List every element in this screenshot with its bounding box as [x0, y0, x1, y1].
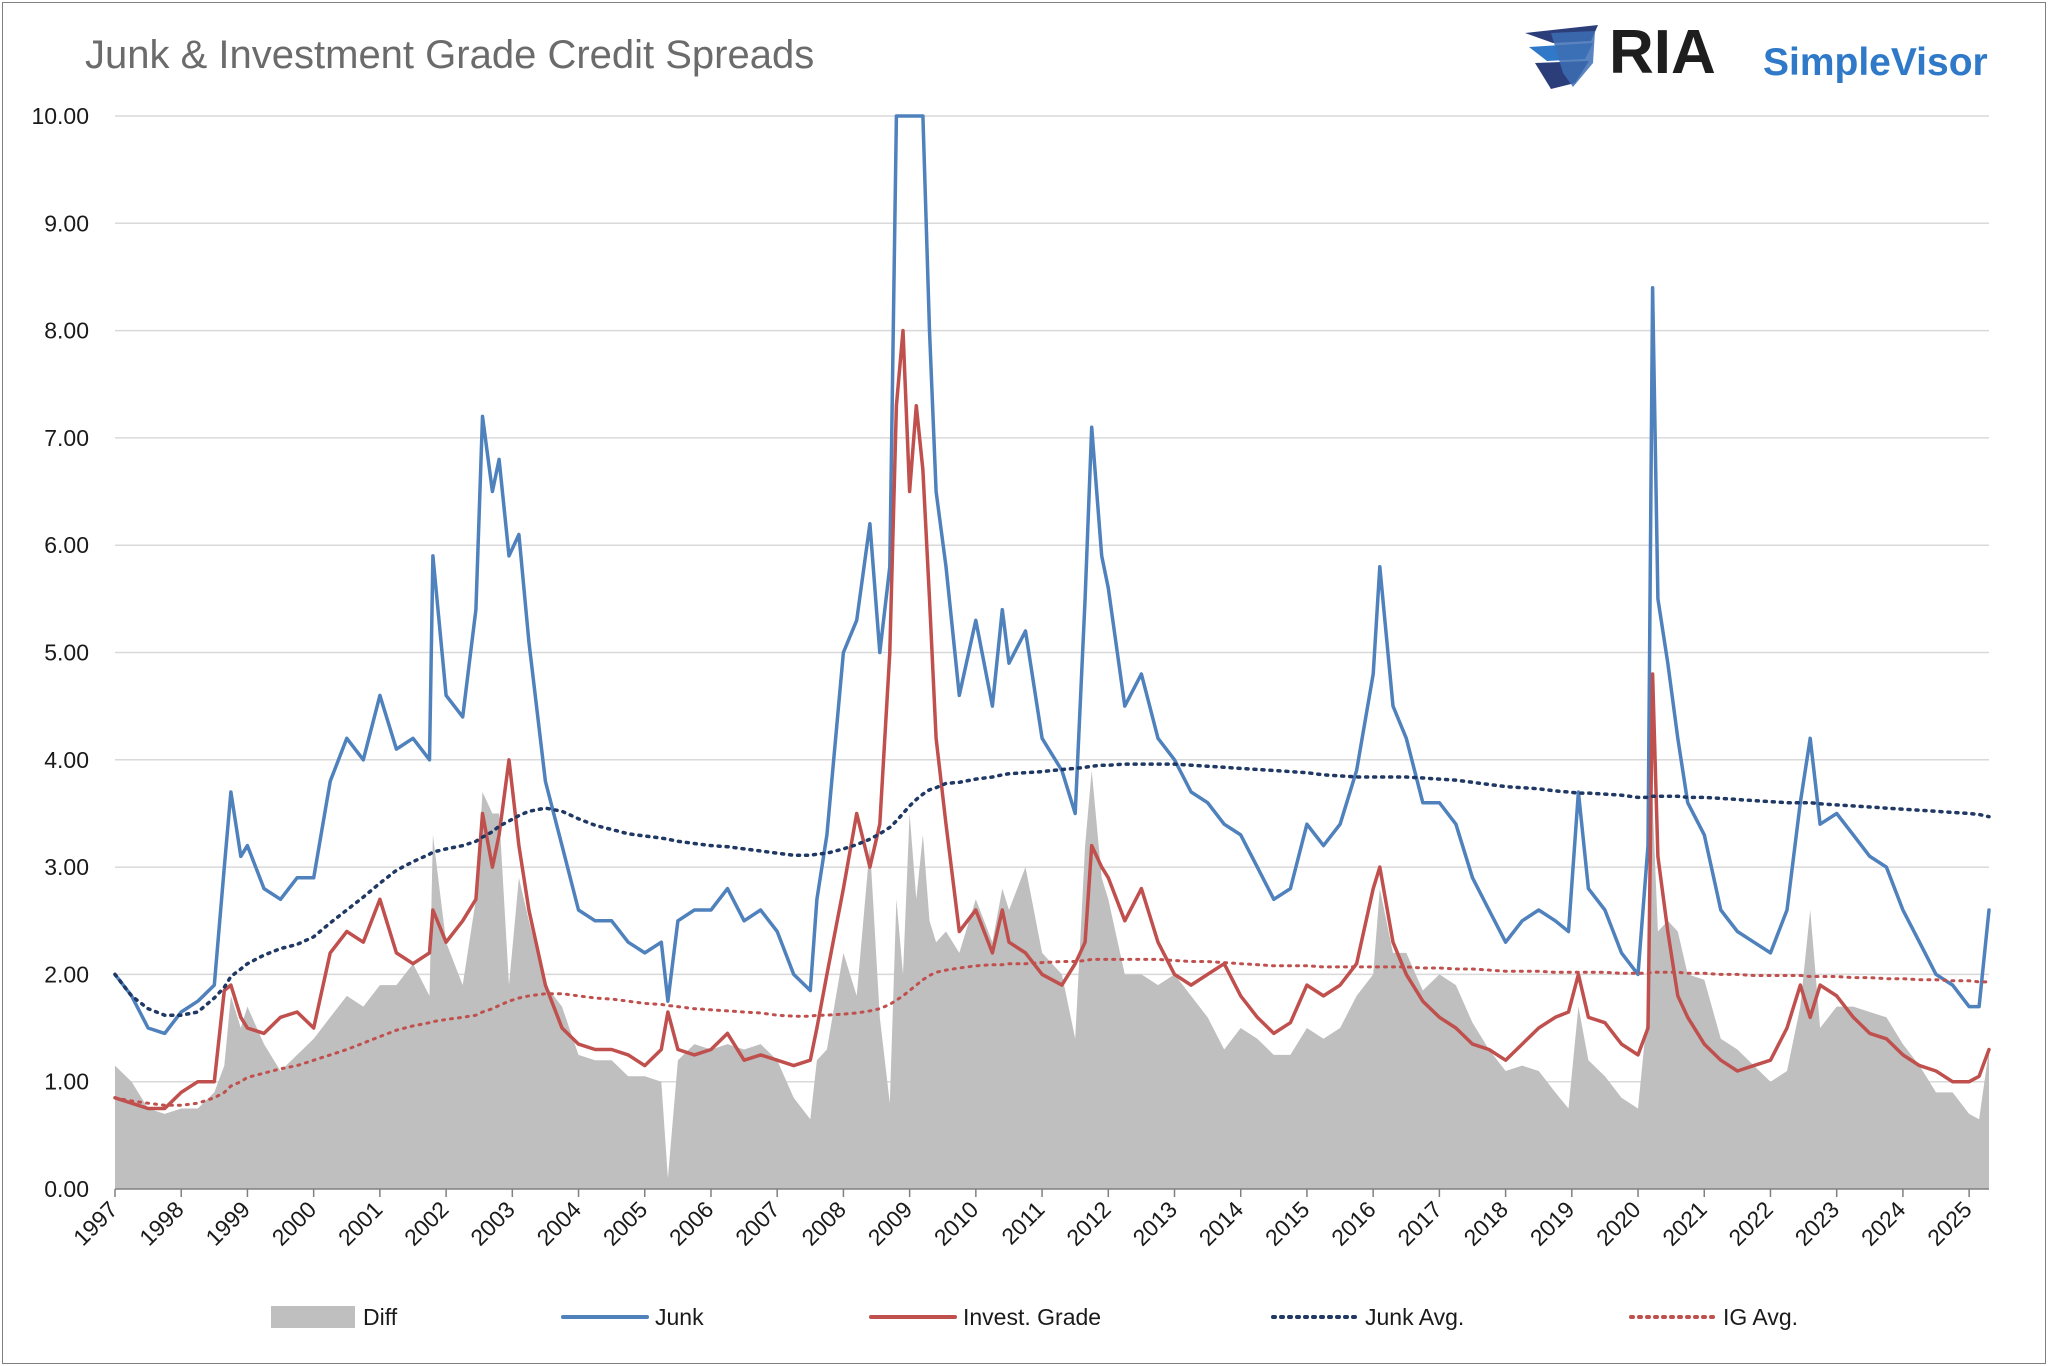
x-tick-label: 2008	[796, 1196, 851, 1251]
y-tick-label: 3.00	[44, 854, 89, 880]
brand-simplevisor-text: SimpleVisor	[1763, 41, 1988, 84]
x-tick-label: 2014	[1194, 1196, 1249, 1251]
eagle-icon	[1525, 25, 1598, 89]
legend-diff-label: Diff	[363, 1304, 398, 1330]
x-tick-label: 2020	[1591, 1196, 1646, 1251]
x-tick-label: 2017	[1392, 1196, 1447, 1251]
x-tick-label: 2025	[1922, 1196, 1977, 1251]
x-tick-label: 2023	[1790, 1196, 1845, 1251]
y-tick-label: 6.00	[44, 532, 89, 558]
y-tick-label: 7.00	[44, 425, 89, 451]
x-tick-label: 2001	[333, 1196, 388, 1251]
x-tick-label: 1997	[68, 1196, 123, 1251]
x-tick-label: 2021	[1657, 1196, 1712, 1251]
y-tick-label: 0.00	[44, 1176, 89, 1202]
x-tick-label: 2012	[1061, 1196, 1116, 1251]
x-tick-label: 2003	[465, 1196, 520, 1251]
y-tick-label: 5.00	[44, 640, 89, 666]
x-tick-label: 2002	[399, 1196, 454, 1251]
legend-junk-label: Junk	[655, 1304, 704, 1330]
x-tick-label: 2010	[929, 1196, 984, 1251]
x-tick-label: 2018	[1459, 1196, 1514, 1251]
series-ig-line	[113, 328, 1991, 1111]
y-tick-label: 8.00	[44, 318, 89, 344]
x-tick-label: 2009	[863, 1196, 918, 1251]
brand-ria-text: RIA	[1609, 18, 1716, 87]
x-tick-label: 2015	[1260, 1196, 1315, 1251]
chart-title: Junk & Investment Grade Credit Spreads	[85, 33, 814, 77]
legend-diff-swatch	[271, 1306, 355, 1328]
x-tick-label: 2004	[532, 1196, 587, 1251]
x-tick-label: 1998	[134, 1196, 189, 1251]
series-lines-layer	[113, 114, 1991, 1111]
legend-ig-avg-label: IG Avg.	[1723, 1304, 1798, 1330]
y-tick-label: 9.00	[44, 210, 89, 236]
chart-svg: Junk & Investment Grade Credit Spreads R…	[31, 18, 1991, 1330]
chart-legend: Diff Junk Invest. Grade Junk Avg. IG Avg.	[271, 1304, 1798, 1330]
x-tick-label: 2011	[996, 1196, 1049, 1249]
x-tick-label: 2024	[1856, 1196, 1911, 1251]
x-tick-label: 2019	[1525, 1196, 1580, 1251]
x-tick-label: 1999	[200, 1196, 255, 1251]
x-tick-label: 2013	[1127, 1196, 1182, 1251]
series-ig-avg-line	[113, 957, 1991, 1107]
y-tick-label: 4.00	[44, 747, 89, 773]
y-tick-label: 2.00	[44, 961, 89, 987]
x-tick-label: 2016	[1326, 1196, 1381, 1251]
legend-ig-label: Invest. Grade	[963, 1304, 1101, 1330]
series-junk-line	[113, 114, 1991, 1036]
brand-logo: RIA SimpleVisor	[1525, 18, 1988, 89]
x-tick-label: 2005	[598, 1196, 653, 1251]
x-tick-label: 2006	[664, 1196, 719, 1251]
grid-layer	[115, 115, 1989, 1083]
y-tick-label: 10.00	[31, 103, 89, 129]
x-tick-label: 2007	[730, 1196, 785, 1251]
series-junk-avg-line	[113, 762, 1991, 1017]
legend-junk-avg-label: Junk Avg.	[1365, 1304, 1464, 1330]
x-tick-label: 2022	[1723, 1196, 1778, 1251]
x-tick-label: 2000	[267, 1196, 322, 1251]
y-tick-label: 1.00	[44, 1069, 89, 1095]
